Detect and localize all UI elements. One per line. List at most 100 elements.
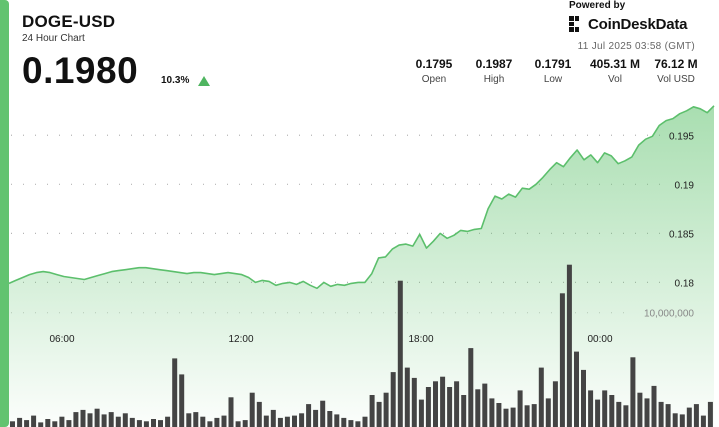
volume-bar [38,422,44,427]
volume-bar [552,381,558,427]
volume-bar [376,401,382,427]
volume-bar [101,414,107,427]
volume-bar [658,401,664,427]
volume-bar [559,293,565,427]
volume-bar [355,421,361,427]
volume-bar [362,416,368,427]
volume-bar [277,417,283,427]
volume-bar [574,351,579,427]
volume-bar [143,421,149,427]
volume-bar [256,401,262,427]
chart-subtitle: 24 Hour Chart [22,33,85,44]
volume-bar [475,389,481,427]
volume-bar [447,387,453,427]
volume-bar [200,416,206,427]
volume-bar [644,398,650,427]
stat-value: 0.1791 [534,57,572,71]
volume-bar [503,408,509,427]
volume-bar [411,377,417,427]
volume-bar [693,404,699,427]
stat-value: 76.12 M [654,57,698,71]
volume-bar [59,416,65,427]
accent-bar [0,0,9,427]
y-tick-label: 0.195 [669,131,694,142]
stat-vol: 405.31 M Vol [580,57,650,85]
stat-high: 0.1987 High [459,57,529,85]
volume-bar [348,420,354,427]
volume-bar [334,414,340,427]
volume-bar [433,381,438,427]
volume-bar [24,420,30,427]
volume-bar [179,374,185,427]
stat-value: 0.1795 [415,57,453,71]
stat-label: Open [421,74,447,85]
x-tick-label: 00:00 [587,334,612,345]
stat-label: Vol [608,74,622,85]
volume-bar [425,387,431,427]
volume-bar [468,348,474,427]
volume-bar [341,417,347,427]
stat-label: Vol USD [657,74,695,85]
volume-bar [707,401,713,427]
volume-bar [672,413,678,427]
volume-bar [679,414,685,427]
x-tick-label: 18:00 [408,334,433,345]
volume-bar [454,381,460,427]
stat-label: Low [543,74,563,85]
volume-bar [566,264,572,427]
price-area [9,105,714,427]
volume-bar [228,397,234,427]
volume-bar [66,420,72,427]
volume-bar [87,413,93,427]
x-tick-label: 06:00 [49,334,74,345]
volume-bar [158,420,163,427]
volume-bar [616,401,622,427]
volume-bar [108,412,114,427]
volume-bar [404,367,410,427]
volume-bar [151,419,156,427]
volume-bar [531,404,537,427]
volume-bar [665,404,671,427]
volume-bar [299,413,305,427]
volume-bar [122,413,128,427]
y-tick-label: 0.19 [675,180,695,191]
volume-bar [588,390,594,427]
volume-bar [306,404,312,427]
volume-bar [637,392,643,427]
volume-bar [545,398,551,427]
volume-bar [390,372,396,427]
volume-bar [249,392,255,427]
volume-bar [52,421,58,427]
stat-label: High [483,74,505,85]
volume-bar [397,280,403,427]
volume-bar [270,409,276,427]
brand-logo[interactable]: CoinDeskData [569,14,687,34]
symbol-title: DOGE-USD [22,12,116,31]
volume-bar [686,407,692,427]
volume-bar [524,405,530,427]
volume-bar [369,395,375,427]
stat-value: 0.1987 [475,57,513,71]
volume-bar [292,415,297,427]
volume-bar [221,415,227,427]
volume-bar [383,392,389,427]
price-change: 10.3% [161,75,190,86]
x-tick-label: 12:00 [228,334,253,345]
volume-bar [17,417,23,427]
stat-low: 0.1791 Low [518,57,588,85]
volume-bar [284,416,290,427]
volume-bar [595,399,601,427]
volume-bar [263,415,269,427]
volume-bar [538,367,544,427]
stat-open: 0.1795 Open [399,57,469,85]
volume-bar [327,411,333,427]
powered-by-label: Powered by [569,0,626,11]
volume-bar [186,413,192,427]
volume-bar [165,416,171,427]
volume-bar [489,398,495,427]
volume-bar [482,383,488,427]
up-arrow-icon [198,76,210,86]
volume-bar [602,390,608,427]
volume-bar [73,412,79,427]
